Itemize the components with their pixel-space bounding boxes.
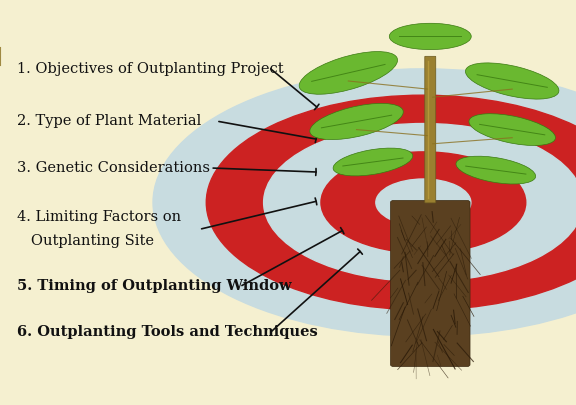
Ellipse shape (299, 51, 397, 94)
Ellipse shape (376, 179, 471, 226)
Text: 2. Type of Plant Material: 2. Type of Plant Material (17, 115, 202, 128)
Text: 1. Objectives of Outplanting Project: 1. Objectives of Outplanting Project (17, 62, 284, 76)
Ellipse shape (333, 148, 413, 176)
Ellipse shape (456, 156, 536, 184)
Ellipse shape (264, 124, 576, 281)
Ellipse shape (206, 95, 576, 310)
Ellipse shape (469, 114, 555, 145)
FancyBboxPatch shape (425, 56, 436, 203)
Ellipse shape (310, 103, 403, 140)
Text: 6. Outplanting Tools and Techniques: 6. Outplanting Tools and Techniques (17, 325, 318, 339)
Ellipse shape (389, 23, 471, 50)
Ellipse shape (321, 152, 526, 253)
Ellipse shape (153, 69, 576, 336)
Ellipse shape (465, 63, 559, 99)
Text: Outplanting Site: Outplanting Site (17, 234, 154, 248)
FancyBboxPatch shape (391, 200, 470, 367)
Text: 4. Limiting Factors on: 4. Limiting Factors on (17, 210, 181, 224)
Text: 3. Genetic Considerations: 3. Genetic Considerations (17, 161, 210, 175)
Text: 5. Timing of Outplanting Window: 5. Timing of Outplanting Window (17, 279, 292, 292)
